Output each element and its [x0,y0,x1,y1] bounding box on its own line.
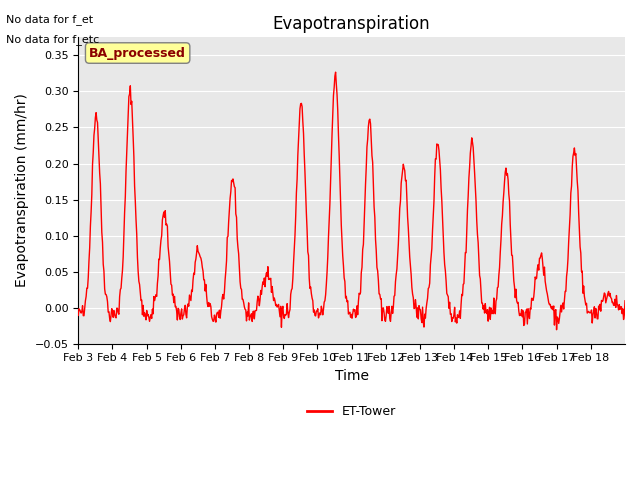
Title: Evapotranspiration: Evapotranspiration [273,15,431,33]
X-axis label: Time: Time [335,369,369,383]
Legend: ET-Tower: ET-Tower [302,400,401,423]
Y-axis label: Evapotranspiration (mm/hr): Evapotranspiration (mm/hr) [15,94,29,288]
Text: No data for f_etc: No data for f_etc [6,34,100,45]
Text: No data for f_et: No data for f_et [6,14,93,25]
Text: BA_processed: BA_processed [89,47,186,60]
